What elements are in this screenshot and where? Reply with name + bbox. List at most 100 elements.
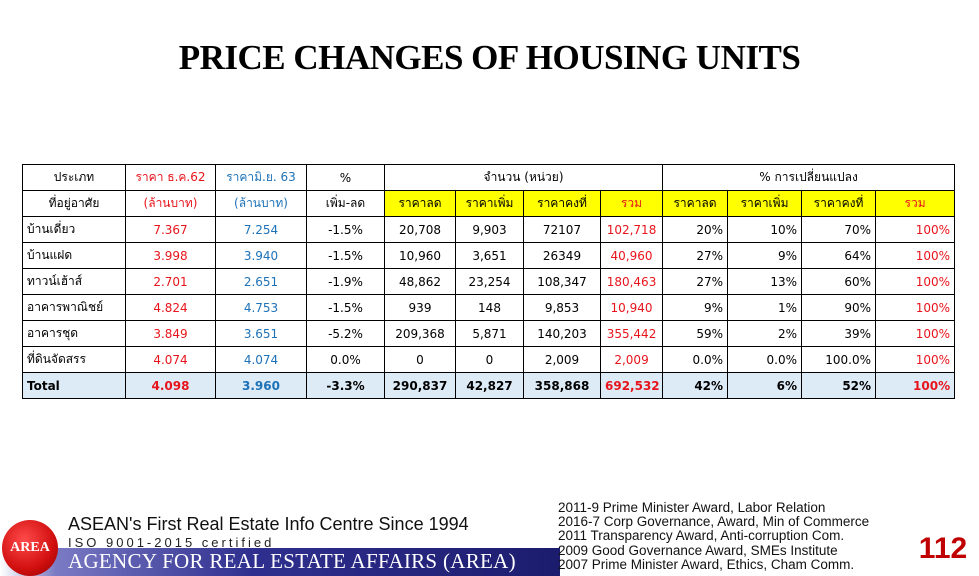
row-units-stable: 9,853 — [523, 294, 601, 321]
header-pct: % — [306, 164, 385, 191]
header-price-dec62: ราคา ธ.ค.62 — [125, 164, 216, 191]
row-pct-increase: 1% — [727, 294, 803, 321]
row-units-stable: 72107 — [523, 216, 601, 243]
header-units-increase: ราคาเพิ่ม — [455, 190, 524, 217]
row-price-jun63: 3.651 — [215, 320, 307, 347]
header-units-total: รวม — [599, 190, 664, 217]
row-pct-decrease: 59% — [662, 320, 729, 347]
row-pct: -1.5% — [306, 294, 385, 321]
total-price-jun63: 3.960 — [215, 372, 307, 399]
row-units-total: 40,960 — [599, 242, 664, 269]
row-price-jun63: 4.753 — [215, 294, 307, 321]
row-units-total: 102,718 — [599, 216, 664, 243]
area-logo-text: AREA — [10, 540, 50, 555]
row-pct-decrease: 27% — [662, 268, 729, 295]
row-pct: -1.9% — [306, 268, 385, 295]
award-item: 2011-9 Prime Minister Award, Labor Relat… — [558, 500, 826, 515]
row-pct-total: 100% — [875, 294, 956, 321]
row-type: ทาวน์เฮ้าส์ — [22, 268, 126, 295]
total-units-total: 692,532 — [599, 372, 664, 399]
row-units-increase: 148 — [455, 294, 524, 321]
row-type: ที่ดินจัดสรร — [22, 346, 126, 373]
row-units-increase: 0 — [455, 346, 524, 373]
total-units-decrease: 290,837 — [384, 372, 456, 399]
row-units-stable: 140,203 — [523, 320, 601, 347]
row-pct-total: 100% — [875, 216, 956, 243]
header-pct-stable: ราคาคงที่ — [801, 190, 877, 217]
header-price-jun63-unit: (ล้านบาท) — [215, 190, 307, 217]
row-price-jun63: 3.940 — [215, 242, 307, 269]
header-price-dec62-unit: (ล้านบาท) — [125, 190, 216, 217]
row-pct-decrease: 9% — [662, 294, 729, 321]
row-price-jun63: 4.074 — [215, 346, 307, 373]
footer-iso: ISO 9001-2015 certified — [68, 535, 275, 550]
row-price-dec62: 2.701 — [125, 268, 216, 295]
row-pct-total: 100% — [875, 320, 956, 347]
row-pct-increase: 10% — [727, 216, 803, 243]
total-units-stable: 358,868 — [523, 372, 601, 399]
row-type: บ้านแฝด — [22, 242, 126, 269]
header-units: จำนวน (หน่วย) — [383, 164, 664, 191]
header-row-2: ที่อยู่อาศัย (ล้านบาท) (ล้านบาท) เพิ่ม-ล… — [22, 190, 956, 217]
table-row: ที่ดินจัดสรร 4.074 4.074 0.0% 0 0 2,009 2,009 0.… — [22, 346, 956, 373]
total-pct-stable: 52% — [801, 372, 877, 399]
row-price-dec62: 4.074 — [125, 346, 216, 373]
award-item: 2009 Good Governance Award, SMEs Institu… — [558, 542, 838, 558]
row-units-stable: 108,347 — [523, 268, 601, 295]
row-units-increase: 3,651 — [455, 242, 524, 269]
header-units-decrease: ราคาลด — [384, 190, 456, 217]
award-item: 2007 Prime Minister Award, Ethics, Cham … — [558, 556, 855, 572]
header-type: ประเภท — [22, 164, 126, 191]
row-pct: -1.5% — [306, 216, 385, 243]
awards-list: 2011-9 Prime Minister Award, Labor Relat… — [558, 500, 918, 572]
row-units-stable: 26349 — [523, 242, 601, 269]
award-item: 2016-7 Corp Governance, Award, Min of Co… — [558, 514, 870, 530]
header-price-jun63: ราคามิ.ย. 63 — [215, 164, 307, 191]
row-pct-increase: 2% — [727, 320, 803, 347]
row-units-total: 10,940 — [599, 294, 664, 321]
row-units-decrease: 10,960 — [384, 242, 456, 269]
row-pct-decrease: 27% — [662, 242, 729, 269]
row-pct-increase: 0.0% — [727, 346, 803, 373]
row-pct-stable: 100.0% — [801, 346, 877, 373]
total-row: Total 4.098 3.960 -3.3% 290,837 42,827 3… — [22, 372, 956, 399]
row-pct: -5.2% — [306, 320, 385, 347]
header-units-stable: ราคาคงที่ — [523, 190, 601, 217]
row-price-jun63: 7.254 — [215, 216, 307, 243]
total-pct-increase: 6% — [727, 372, 803, 399]
header-pct-increase: ราคาเพิ่ม — [727, 190, 803, 217]
row-units-decrease: 209,368 — [384, 320, 456, 347]
row-units-increase: 5,871 — [455, 320, 524, 347]
row-pct-stable: 64% — [801, 242, 877, 269]
row-type: บ้านเดี่ยว — [22, 216, 126, 243]
row-pct-stable: 39% — [801, 320, 877, 347]
row-units-increase: 23,254 — [455, 268, 524, 295]
total-label: Total — [22, 372, 126, 399]
award-item: 2011 Transparency Award, Anti-corruption… — [558, 528, 845, 544]
row-type: อาคารชุด — [22, 320, 126, 347]
table-row: อาคารชุด 3.849 3.651 -5.2% 209,368 5,871 140,2… — [22, 320, 956, 347]
row-pct-decrease: 0.0% — [662, 346, 729, 373]
row-pct: 0.0% — [306, 346, 385, 373]
area-logo: AREA — [2, 520, 58, 576]
row-price-dec62: 3.849 — [125, 320, 216, 347]
row-pct-stable: 90% — [801, 294, 877, 321]
row-pct-total: 100% — [875, 268, 956, 295]
table-body: บ้านเดี่ยว 7.367 7.254 -1.5% 20,708 9,903 7210… — [22, 216, 956, 373]
table-row: บ้านแฝด 3.998 3.940 -1.5% 10,960 3,651 26349 40… — [22, 242, 956, 269]
row-pct-stable: 60% — [801, 268, 877, 295]
row-pct-total: 100% — [875, 242, 956, 269]
row-units-increase: 9,903 — [455, 216, 524, 243]
footer-agency: AGENCY FOR REAL ESTATE AFFAIRS (AREA) — [68, 549, 516, 573]
row-price-dec62: 4.824 — [125, 294, 216, 321]
header-type-sub: ที่อยู่อาศัย — [22, 190, 126, 217]
row-price-dec62: 7.367 — [125, 216, 216, 243]
row-pct-decrease: 20% — [662, 216, 729, 243]
table-row: บ้านเดี่ยว 7.367 7.254 -1.5% 20,708 9,903 7210… — [22, 216, 956, 243]
total-pct-decrease: 42% — [662, 372, 729, 399]
row-units-decrease: 0 — [384, 346, 456, 373]
row-pct: -1.5% — [306, 242, 385, 269]
page-title: PRICE CHANGES OF HOUSING UNITS — [178, 38, 801, 77]
total-price-dec62: 4.098 — [125, 372, 216, 399]
header-row-1: ประเภท ราคา ธ.ค.62 ราคามิ.ย. 63 % จำนวน … — [22, 164, 956, 191]
